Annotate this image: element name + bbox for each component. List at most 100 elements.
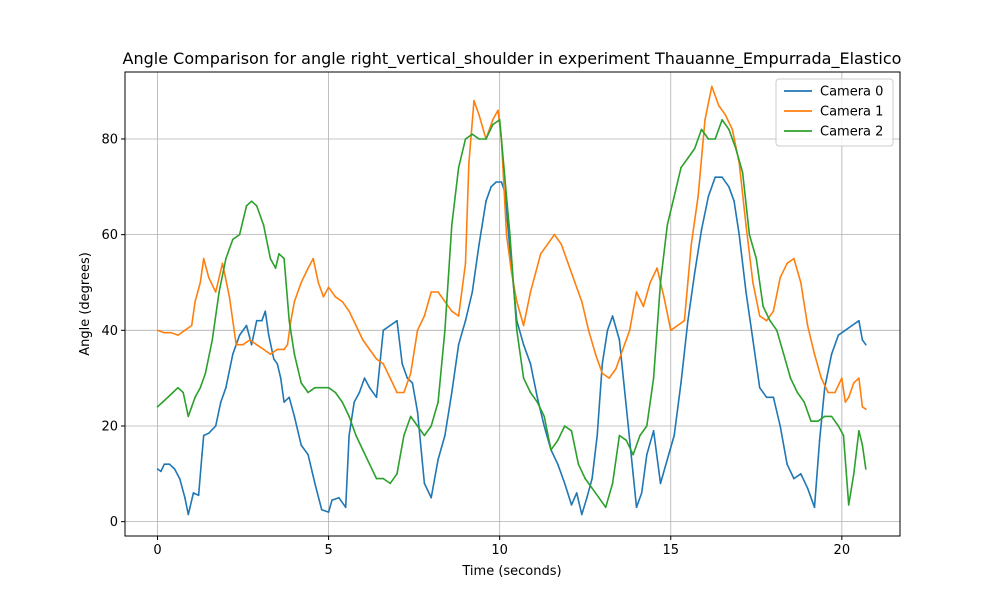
chart-title: Angle Comparison for angle right_vertica… (123, 49, 902, 69)
data-point (536, 401, 539, 403)
data-point (570, 430, 573, 432)
data-point (293, 300, 296, 303)
data-point (522, 324, 525, 327)
data-point (478, 138, 480, 140)
data-point (238, 334, 241, 336)
data-point (492, 123, 494, 126)
data-point (249, 339, 251, 341)
data-point (546, 243, 549, 245)
data-point (498, 119, 501, 121)
data-point (543, 425, 545, 427)
data-point (495, 181, 498, 183)
data-point (769, 319, 771, 322)
data-point (796, 391, 799, 394)
data-point (341, 401, 344, 403)
data-point (731, 128, 734, 131)
data-point (444, 329, 446, 332)
data-point (581, 300, 583, 303)
data-point (536, 396, 539, 399)
data-point (563, 482, 566, 485)
data-point (663, 296, 665, 298)
legend-label: Camera 1 (820, 105, 883, 120)
data-point (382, 477, 385, 480)
x-tick-label: 20 (834, 543, 851, 558)
data-point (204, 372, 207, 375)
data-point (184, 496, 186, 499)
data-point (437, 291, 439, 293)
data-point (635, 506, 638, 509)
data-point (717, 104, 720, 107)
data-point (640, 492, 643, 494)
data-point (779, 425, 781, 427)
data-point (300, 382, 303, 384)
data-point (591, 477, 593, 480)
data-point (813, 506, 816, 509)
data-point (687, 157, 689, 159)
data-point (187, 513, 190, 516)
data-point (245, 324, 248, 327)
data-point (861, 444, 864, 446)
data-point (700, 229, 703, 231)
data-point (861, 406, 864, 408)
data-point (401, 363, 404, 365)
data-point (202, 257, 205, 260)
data-point (649, 281, 651, 284)
data-point (779, 276, 781, 279)
data-point (187, 415, 190, 418)
data-point (587, 329, 590, 332)
data-point (700, 128, 703, 131)
data-point (317, 281, 320, 284)
data-point (451, 224, 453, 226)
data-point (625, 439, 628, 442)
data-point (368, 386, 371, 389)
data-point (793, 477, 795, 480)
data-point (553, 233, 556, 236)
data-point (509, 233, 511, 236)
data-point (615, 367, 617, 370)
data-point (283, 348, 285, 351)
data-point (865, 408, 867, 411)
data-point (430, 496, 433, 499)
data-point (704, 119, 706, 121)
x-tick-label: 10 (491, 543, 508, 558)
data-point (646, 453, 648, 456)
data-point (338, 496, 340, 499)
data-point (652, 377, 655, 379)
data-point (823, 415, 826, 418)
data-point (423, 434, 426, 437)
data-point (608, 377, 610, 379)
data-point (728, 186, 730, 188)
data-point (225, 257, 227, 260)
data-point (550, 449, 552, 451)
data-point (786, 262, 788, 265)
data-point (865, 343, 867, 346)
data-point (711, 85, 713, 88)
data-point (403, 434, 405, 437)
data-point (173, 468, 176, 470)
data-point (516, 329, 518, 332)
data-point (269, 353, 272, 356)
data-point (194, 300, 196, 303)
data-point (416, 425, 419, 427)
data-point (673, 195, 675, 198)
data-point (261, 319, 263, 322)
data-point (307, 267, 309, 269)
data-point (177, 334, 179, 336)
data-point (522, 377, 525, 379)
data-point (586, 496, 588, 499)
data-point (765, 319, 768, 322)
data-point (601, 363, 604, 365)
data-point (618, 434, 621, 437)
data-point (262, 224, 265, 226)
data-point (208, 276, 210, 279)
data-point (375, 396, 378, 399)
series-line (156, 119, 867, 509)
data-point (375, 358, 378, 360)
data-point (842, 434, 845, 437)
data-point (199, 281, 202, 284)
data-point (765, 396, 768, 399)
data-point (497, 109, 499, 112)
data-point (676, 324, 679, 327)
data-point (201, 453, 203, 456)
